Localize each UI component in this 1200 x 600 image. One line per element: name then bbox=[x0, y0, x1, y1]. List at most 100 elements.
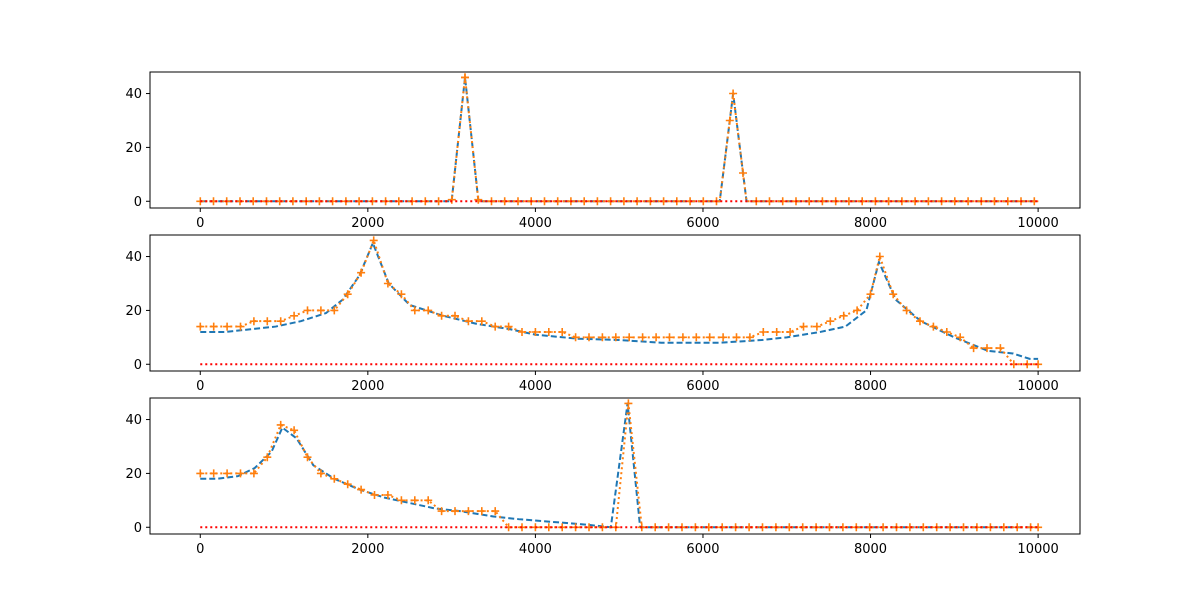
data-point-marker bbox=[692, 333, 701, 342]
x-tick-label: 8000 bbox=[854, 542, 887, 557]
data-point-marker bbox=[328, 197, 337, 206]
y-tick-label: 0 bbox=[134, 358, 142, 373]
x-tick-label: 0 bbox=[196, 216, 204, 231]
data-point-marker bbox=[249, 317, 258, 326]
x-tick-label: 0 bbox=[196, 542, 204, 557]
data-point-marker bbox=[276, 317, 285, 326]
data-point-marker bbox=[316, 469, 325, 478]
data-point-marker bbox=[826, 317, 835, 326]
data-point-marker bbox=[410, 306, 419, 315]
data-point-marker bbox=[437, 311, 446, 320]
x-tick-label: 10000 bbox=[1017, 379, 1058, 394]
y-tick-label: 20 bbox=[125, 304, 142, 319]
data-point-marker bbox=[263, 453, 272, 462]
x-tick-label: 6000 bbox=[686, 216, 719, 231]
x-tick-label: 0 bbox=[196, 379, 204, 394]
data-point-marker bbox=[303, 306, 312, 315]
data-point-marker bbox=[477, 317, 486, 326]
data-point-marker bbox=[544, 328, 553, 336]
y-tick-label: 20 bbox=[125, 467, 142, 482]
data-point-marker bbox=[902, 306, 911, 315]
data-point-marker bbox=[316, 306, 325, 315]
x-tick-label: 2000 bbox=[351, 216, 384, 231]
data-point-marker bbox=[719, 333, 728, 342]
data-point-marker bbox=[451, 507, 459, 516]
data-point-marker bbox=[397, 496, 406, 505]
data-point-marker bbox=[290, 426, 299, 435]
axes-frame bbox=[149, 71, 1081, 209]
data-point-marker bbox=[477, 507, 486, 516]
data-point-marker bbox=[474, 195, 483, 204]
data-point-marker bbox=[593, 197, 602, 206]
data-point-marker bbox=[531, 328, 540, 336]
data-point-marker bbox=[383, 491, 392, 499]
data-point-marker bbox=[678, 333, 687, 342]
data-point-marker bbox=[611, 333, 620, 342]
data-point-marker bbox=[759, 328, 768, 336]
data-point-marker bbox=[451, 311, 459, 320]
data-point-marker bbox=[624, 399, 633, 408]
data-point-marker bbox=[638, 333, 647, 342]
data-point-marker bbox=[464, 317, 473, 326]
x-tick-label: 10000 bbox=[1017, 542, 1058, 557]
x-tick-label: 4000 bbox=[519, 216, 552, 231]
data-point-marker bbox=[739, 169, 747, 177]
series-line-1 bbox=[200, 402, 1039, 529]
x-tick-label: 6000 bbox=[686, 379, 719, 394]
data-point-marker bbox=[875, 252, 884, 261]
x-tick-label: 4000 bbox=[519, 379, 552, 394]
data-point-marker bbox=[996, 344, 1005, 353]
data-point-marker bbox=[357, 485, 366, 494]
data-point-marker bbox=[424, 496, 433, 505]
data-point-marker bbox=[461, 73, 469, 82]
y-tick-label: 0 bbox=[134, 195, 142, 210]
data-point-marker bbox=[343, 290, 352, 299]
data-point-marker bbox=[518, 328, 526, 336]
data-point-marker bbox=[786, 328, 795, 336]
data-point-marker bbox=[866, 290, 875, 299]
data-point-marker bbox=[290, 311, 299, 320]
data-point-marker bbox=[196, 322, 205, 331]
data-point-marker bbox=[772, 328, 781, 336]
data-point-marker bbox=[330, 474, 339, 483]
data-point-marker bbox=[585, 333, 593, 342]
x-tick-label: 6000 bbox=[686, 542, 719, 557]
data-point-marker bbox=[504, 322, 513, 331]
data-point-marker bbox=[812, 322, 821, 331]
data-point-marker bbox=[330, 306, 339, 315]
y-tick-label: 40 bbox=[125, 250, 142, 265]
data-point-marker bbox=[983, 344, 991, 353]
data-point-marker bbox=[276, 420, 285, 429]
data-point-marker bbox=[725, 116, 734, 125]
data-point-marker bbox=[942, 328, 951, 336]
data-point-marker bbox=[236, 469, 245, 478]
data-point-marker bbox=[383, 279, 392, 288]
data-point-marker bbox=[196, 469, 205, 478]
data-point-marker bbox=[839, 311, 848, 320]
x-tick-label: 8000 bbox=[854, 216, 887, 231]
x-tick-label: 2000 bbox=[351, 379, 384, 394]
data-point-marker bbox=[705, 333, 714, 342]
y-tick-label: 40 bbox=[125, 413, 142, 428]
data-point-marker bbox=[303, 453, 312, 462]
data-point-marker bbox=[209, 322, 218, 331]
data-point-marker bbox=[558, 328, 567, 336]
data-point-marker bbox=[397, 290, 406, 299]
data-point-marker bbox=[732, 333, 741, 342]
data-point-marker bbox=[236, 322, 245, 331]
data-point-marker bbox=[598, 333, 607, 342]
data-point-marker bbox=[424, 306, 433, 315]
data-point-marker bbox=[598, 523, 607, 532]
x-tick-label: 8000 bbox=[854, 379, 887, 394]
data-point-marker bbox=[223, 469, 232, 478]
data-point-marker bbox=[370, 491, 379, 499]
data-point-marker bbox=[343, 480, 352, 489]
data-point-marker bbox=[437, 507, 446, 516]
data-point-marker bbox=[911, 197, 920, 206]
data-point-marker bbox=[969, 344, 978, 353]
subplot-2: 0 2000 4000 6000 8000 10000 0 20 40 bbox=[125, 234, 1081, 394]
axes-frame bbox=[149, 234, 1081, 372]
data-point-marker bbox=[491, 507, 500, 516]
data-point-marker bbox=[491, 322, 500, 331]
